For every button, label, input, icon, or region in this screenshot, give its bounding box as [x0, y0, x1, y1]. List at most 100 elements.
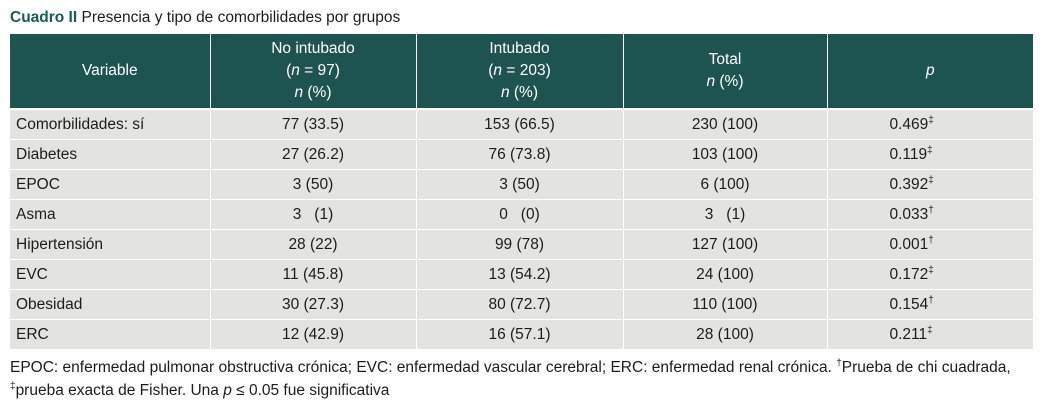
cell-total-text: 28 (100) [696, 325, 754, 343]
cell-variable-text: Obesidad [16, 295, 83, 313]
cell-no-intubado: 27 (26.2) [209, 139, 416, 170]
cell-no-intubado: 3 (1) [209, 199, 416, 230]
n-symbol: n [294, 84, 304, 101]
header-intubado-n: (n = 203) [417, 60, 623, 82]
p-symbol: p [925, 62, 935, 79]
paren: ( [488, 62, 494, 79]
cell-intubado-text: 99 (78) [494, 235, 545, 253]
table-body: Comorbilidades: sí 77 (33.5) 153 (66.5) 230… [10, 109, 1033, 350]
cell-no-intubado-text: 11 (45.8) [282, 265, 344, 283]
cell-intubado-text: 13 (54.2) [488, 265, 551, 283]
table-row: Comorbilidades: sí 77 (33.5) 153 (66.5) 230… [10, 109, 1033, 140]
cell-total: 28 (100) [622, 319, 827, 350]
cell-variable: EPOC [10, 169, 210, 200]
header-intubado-title: Intubado [489, 40, 550, 57]
cell-no-intubado: 30 (27.3) [209, 289, 416, 320]
cell-no-intubado-text: 77 (33.5) [281, 115, 345, 133]
cell-intubado: 99 (78) [415, 229, 623, 260]
cell-no-intubado: 28 (22) [209, 229, 416, 260]
table-row: EPOC 3 (50) 3 (50) 6 (100) 0.392‡ [10, 169, 1033, 200]
pct-unit: (%) [303, 84, 332, 101]
cell-p-value: 0.392‡ [826, 169, 1033, 200]
cell-no-intubado-text: 27 (26.2) [281, 145, 345, 163]
cell-variable: Asma [10, 199, 210, 230]
cell-intubado: 153 (66.5) [415, 109, 623, 140]
cell-intubado-text: 16 (57.1) [488, 325, 551, 343]
cell-total-text: 127 (100) [691, 235, 759, 253]
cell-variable: Comorbilidades: sí [10, 109, 210, 140]
cell-variable: Hipertensión [10, 229, 210, 260]
cell-total: 103 (100) [622, 139, 827, 170]
cell-p-value-text: 0.172 [889, 265, 929, 283]
p-symbol: p [223, 382, 232, 399]
cell-no-intubado-text: 28 (22) [288, 235, 338, 253]
cell-intubado-text: 0 (0) [499, 205, 540, 223]
table-row: ERC 12 (42.9) 16 (57.1) 28 (100) 0.211‡ [10, 319, 1033, 350]
cell-total-text: 230 (100) [691, 115, 759, 133]
cell-p-value: 0.033† [826, 199, 1033, 230]
cell-variable-text: EVC [16, 265, 48, 283]
cell-intubado: 13 (54.2) [415, 259, 623, 290]
double-dagger-mark: ‡ [10, 381, 16, 392]
header-variable-label: Variable [81, 62, 138, 79]
table-row: Hipertensión 28 (22) 99 (78) 127 (100) 0.001… [10, 229, 1033, 260]
cell-total: 230 (100) [622, 109, 827, 140]
cell-intubado-text: 80 (72.7) [488, 295, 551, 313]
caption-label: Cuadro II [10, 9, 78, 26]
cell-variable-text: Diabetes [16, 145, 78, 163]
n-symbol: n [291, 62, 300, 79]
cell-variable: ERC [10, 319, 210, 350]
cell-total-text: 3 (1) [704, 205, 746, 223]
cell-variable-text: EPOC [16, 175, 60, 193]
cell-intubado-text: 76 (73.8) [488, 145, 551, 163]
cell-p-value-text: 0.211 [889, 325, 928, 343]
test-mark: ‡ [928, 174, 934, 186]
cell-intubado: 80 (72.7) [415, 289, 623, 320]
test-mark: † [928, 294, 934, 306]
cell-total: 127 (100) [622, 229, 827, 260]
cell-total: 6 (100) [622, 169, 827, 200]
test-mark: † [928, 234, 934, 246]
table-row: Asma 3 (1) 0 (0) 3 (1) 0.033† [10, 199, 1033, 230]
cell-no-intubado: 11 (45.8) [209, 259, 416, 290]
cell-variable: Obesidad [10, 289, 210, 320]
cell-total: 24 (100) [622, 259, 827, 290]
footnote-chi: Prueba de chi cuadrada, [841, 359, 1011, 376]
cell-no-intubado: 3 (50) [209, 169, 416, 200]
cell-p-value: 0.154† [826, 289, 1033, 320]
cell-p-value: 0.469‡ [826, 109, 1033, 140]
cell-no-intubado-text: 12 (42.9) [281, 325, 345, 343]
cell-p-value: 0.172‡ [826, 259, 1033, 290]
cell-p-value-text: 0.033 [889, 205, 929, 223]
test-mark: ‡ [927, 324, 933, 336]
cell-no-intubado-text: 30 (27.3) [281, 295, 345, 313]
header-intubado: Intubado (n = 203) n (%) [415, 34, 623, 110]
pct-unit: (%) [509, 84, 539, 101]
cell-variable-text: Hipertensión [16, 235, 104, 253]
cell-no-intubado-text: 3 (1) [292, 205, 334, 223]
cell-no-intubado-text: 3 (50) [292, 175, 334, 193]
header-no-intubado-title: No intubado [271, 40, 355, 57]
header-no-intubado: No intubado (n = 97) n (%) [209, 34, 416, 110]
n-symbol: n [493, 62, 503, 79]
header-variable: Variable [10, 34, 210, 110]
n-value: = 97) [299, 62, 340, 79]
cell-intubado: 0 (0) [415, 199, 623, 230]
header-no-intubado-unit: n (%) [211, 82, 416, 104]
table-caption: Cuadro II Presencia y tipo de comorbilid… [10, 9, 400, 27]
n-symbol: n [500, 84, 510, 101]
cell-intubado: 3 (50) [415, 169, 623, 200]
test-mark: ‡ [928, 114, 934, 126]
dagger-mark: † [836, 358, 842, 369]
comorbidities-table: Variable No intubado (n = 97) n (%) Intu… [10, 34, 1033, 350]
cell-total-text: 110 (100) [692, 295, 758, 313]
cell-total: 110 (100) [622, 289, 827, 320]
cell-variable-text: Comorbilidades: sí [16, 115, 145, 133]
cell-intubado-text: 3 (50) [499, 175, 540, 193]
cell-p-value: 0.211‡ [826, 319, 1033, 350]
cell-variable-text: Asma [16, 205, 56, 223]
cell-p-value-text: 0.469 [889, 115, 929, 133]
cell-total-text: 24 (100) [696, 265, 754, 283]
cell-intubado-text: 153 (66.5) [484, 115, 555, 133]
cell-p-value-text: 0.392 [889, 175, 929, 193]
